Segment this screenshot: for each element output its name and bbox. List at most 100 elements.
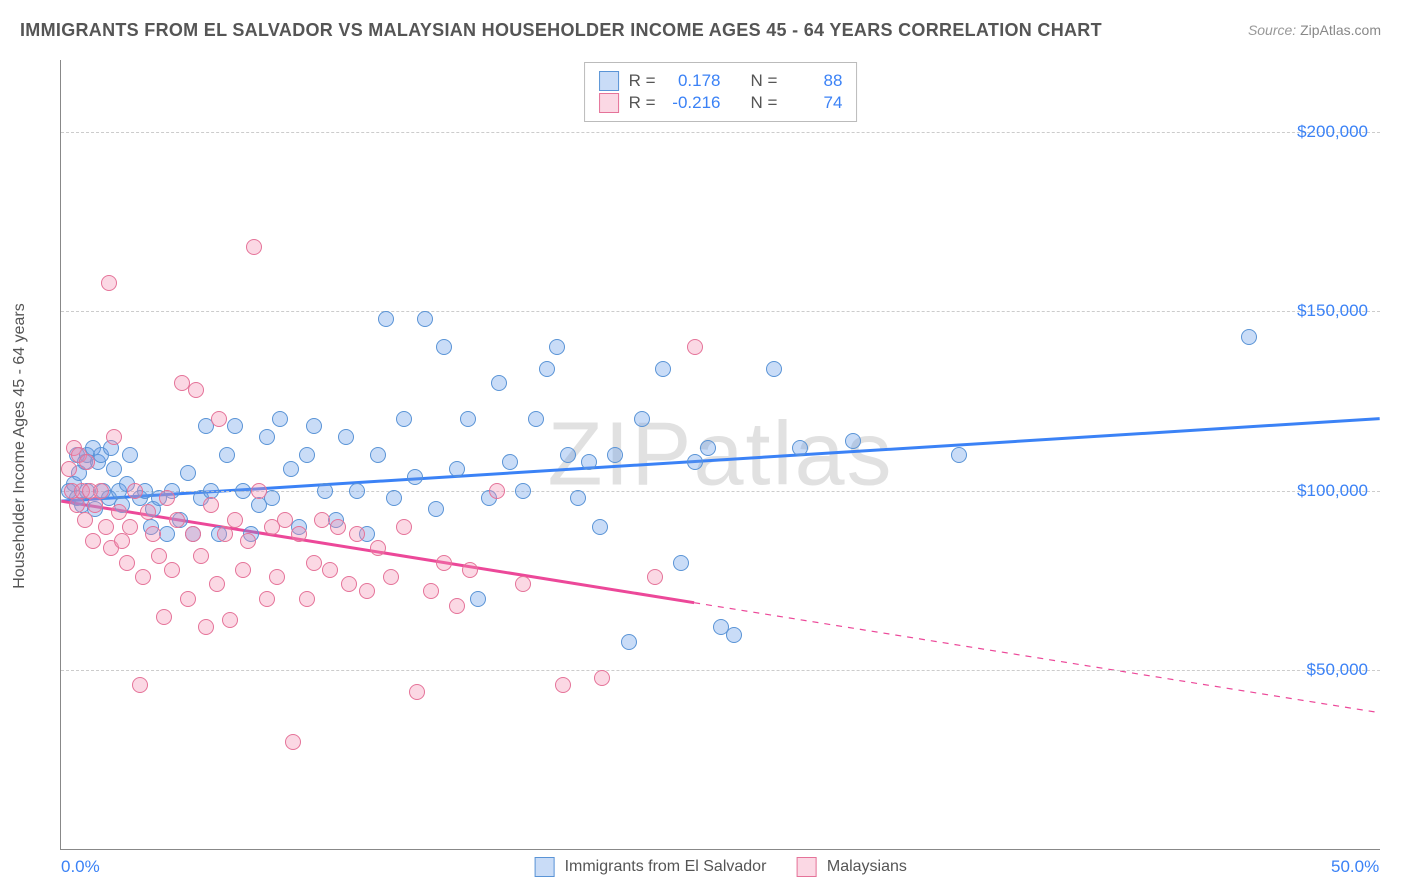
plot-area: ZIPatlas R = 0.178 N = 88 R = -0.216 N =… (60, 60, 1380, 850)
data-point (259, 429, 275, 445)
data-point (87, 497, 103, 513)
data-point (235, 483, 251, 499)
data-point (77, 512, 93, 528)
stats-swatch-2 (599, 93, 619, 113)
r-value-1: 0.178 (666, 71, 721, 91)
data-point (845, 433, 861, 449)
data-point (251, 483, 267, 499)
data-point (101, 275, 117, 291)
data-point (185, 526, 201, 542)
source-label: Source: (1248, 22, 1296, 38)
stats-row-1: R = 0.178 N = 88 (599, 71, 843, 91)
data-point (306, 418, 322, 434)
r-value-2: -0.216 (666, 93, 721, 113)
data-point (122, 447, 138, 463)
legend-swatch-2 (796, 857, 816, 877)
data-point (417, 311, 433, 327)
data-point (560, 447, 576, 463)
data-point (449, 598, 465, 614)
xtick-label: 0.0% (61, 857, 100, 877)
data-point (341, 576, 357, 592)
data-point (227, 418, 243, 434)
data-point (436, 339, 452, 355)
data-point (269, 569, 285, 585)
data-point (322, 562, 338, 578)
data-point (188, 382, 204, 398)
data-point (209, 576, 225, 592)
data-point (122, 519, 138, 535)
data-point (61, 461, 77, 477)
data-point (127, 483, 143, 499)
data-point (119, 555, 135, 571)
data-point (386, 490, 402, 506)
data-point (634, 411, 650, 427)
data-point (491, 375, 507, 391)
source-line: Source: ZipAtlas.com (1248, 22, 1381, 38)
ytick-label: $100,000 (1297, 481, 1368, 501)
data-point (317, 483, 333, 499)
data-point (673, 555, 689, 571)
data-point (193, 548, 209, 564)
data-point (407, 469, 423, 485)
stats-swatch-1 (599, 71, 619, 91)
n-label-2: N = (751, 93, 778, 113)
data-point (607, 447, 623, 463)
data-point (246, 239, 262, 255)
data-point (449, 461, 465, 477)
data-point (285, 734, 301, 750)
data-point (164, 562, 180, 578)
data-point (370, 447, 386, 463)
n-value-1: 88 (787, 71, 842, 91)
data-point (462, 562, 478, 578)
data-point (330, 519, 346, 535)
y-axis-title: Householder Income Ages 45 - 64 years (11, 303, 29, 589)
data-point (211, 411, 227, 427)
chart-container: IMMIGRANTS FROM EL SALVADOR VS MALAYSIAN… (0, 0, 1406, 892)
data-point (489, 483, 505, 499)
data-point (291, 526, 307, 542)
data-point (299, 591, 315, 607)
n-value-2: 74 (787, 93, 842, 113)
ytick-label: $50,000 (1307, 660, 1368, 680)
data-point (687, 454, 703, 470)
data-point (621, 634, 637, 650)
data-point (594, 670, 610, 686)
data-point (114, 533, 130, 549)
data-point (159, 490, 175, 506)
data-point (396, 411, 412, 427)
data-point (792, 440, 808, 456)
data-point (259, 591, 275, 607)
data-point (359, 583, 375, 599)
data-point (581, 454, 597, 470)
gridline-h (61, 132, 1380, 133)
data-point (338, 429, 354, 445)
data-point (555, 677, 571, 693)
data-point (570, 490, 586, 506)
data-point (219, 447, 235, 463)
data-point (277, 512, 293, 528)
data-point (370, 540, 386, 556)
data-point (592, 519, 608, 535)
legend-item-1: Immigrants from El Salvador (534, 857, 766, 877)
r-label-2: R = (629, 93, 656, 113)
data-point (383, 569, 399, 585)
ytick-label: $200,000 (1297, 122, 1368, 142)
data-point (106, 461, 122, 477)
data-point (151, 548, 167, 564)
source-value: ZipAtlas.com (1300, 22, 1381, 38)
xtick-label: 50.0% (1331, 857, 1379, 877)
data-point (549, 339, 565, 355)
data-point (700, 440, 716, 456)
data-point (766, 361, 782, 377)
data-point (502, 454, 518, 470)
data-point (539, 361, 555, 377)
legend-label-1: Immigrants from El Salvador (565, 858, 767, 875)
data-point (111, 504, 127, 520)
data-point (106, 429, 122, 445)
legend-swatch-1 (534, 857, 554, 877)
data-point (528, 411, 544, 427)
data-point (132, 677, 148, 693)
data-point (396, 519, 412, 535)
data-point (79, 454, 95, 470)
data-point (98, 519, 114, 535)
